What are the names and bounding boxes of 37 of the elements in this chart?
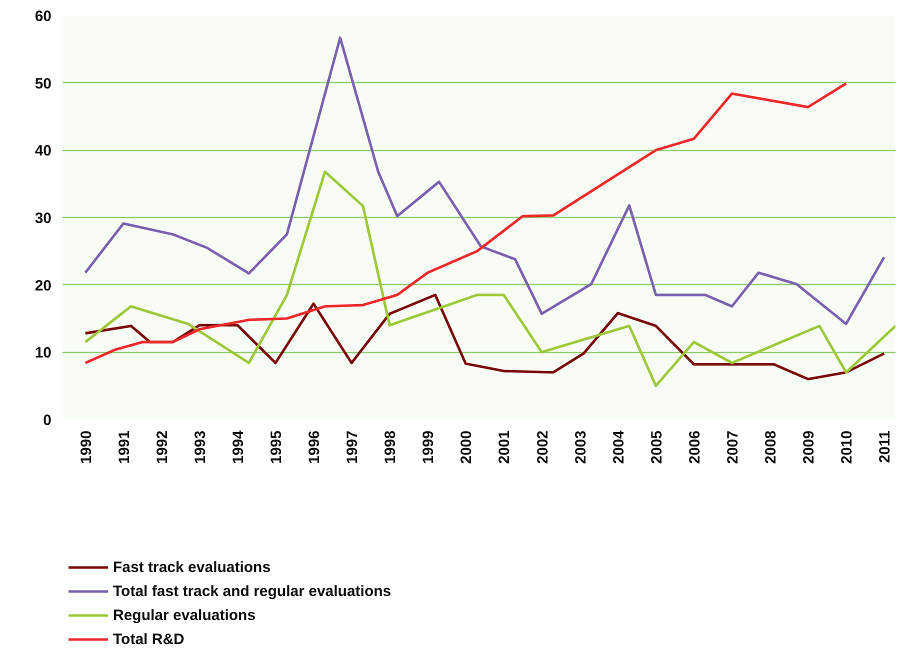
- x-tick-label: 1996: [306, 430, 324, 464]
- line-series: [84, 170, 896, 388]
- legend-label: Total R&D: [113, 630, 184, 648]
- legend-label: Total fast track and regular evaluations: [113, 582, 392, 600]
- x-tick-label: 2008: [762, 430, 780, 464]
- x-tick-label: 2010: [838, 430, 856, 464]
- x-tick-label: 1994: [230, 430, 247, 464]
- x-tick-label: 1999: [420, 430, 438, 464]
- x-tick-label: 2007: [724, 430, 742, 464]
- x-tick-label: 2001: [496, 430, 514, 464]
- x-tick-label: 2003: [572, 430, 590, 464]
- x-tick-label: 1992: [154, 430, 171, 464]
- y-tick-label: 40: [34, 142, 52, 160]
- x-tick-label: 1997: [344, 430, 362, 464]
- x-tick-label: 2006: [686, 430, 704, 464]
- x-tick-label: 2000: [458, 430, 476, 464]
- x-tick-label: 1993: [192, 430, 209, 464]
- y-tick-label: 60: [34, 8, 52, 25]
- x-tick-label: 2002: [534, 430, 552, 464]
- y-tick-label: 0: [43, 412, 52, 429]
- legend-label: Fast track evaluations: [113, 558, 271, 576]
- x-tick-label: 1995: [268, 430, 286, 464]
- line-series: [84, 82, 848, 364]
- line-series: [84, 294, 886, 380]
- x-tick-label: 1991: [116, 430, 133, 464]
- x-tick-label: 1990: [78, 430, 95, 464]
- y-tick-label: 30: [34, 210, 52, 227]
- line-series: [84, 36, 886, 326]
- legend-label: Regular evaluations: [113, 606, 256, 624]
- x-tick-label: 2011: [876, 430, 894, 464]
- y-tick-label: 50: [34, 75, 52, 92]
- x-tick-label: 1998: [382, 430, 400, 464]
- y-tick-label: 20: [34, 277, 52, 294]
- x-tick-label: 2005: [648, 430, 666, 464]
- x-tick-label: 2004: [610, 430, 628, 464]
- y-tick-label: 10: [34, 344, 52, 362]
- x-tick-label: 2009: [800, 430, 818, 464]
